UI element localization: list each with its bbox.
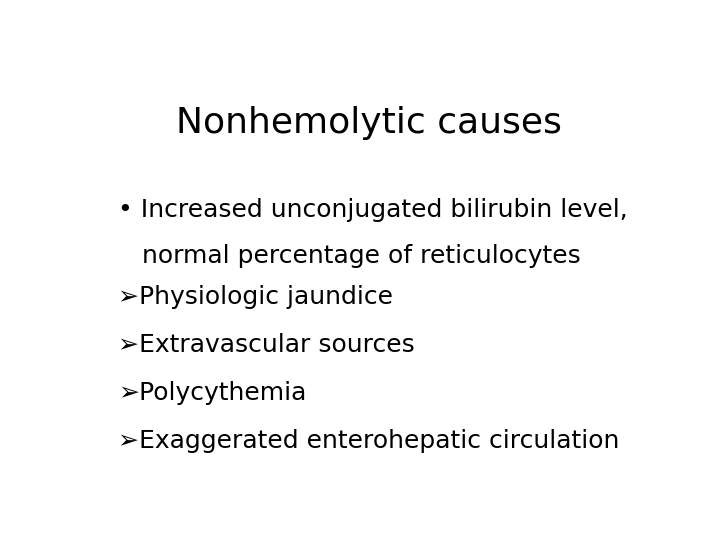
Text: Nonhemolytic causes: Nonhemolytic causes: [176, 106, 562, 140]
Text: ➢Physiologic jaundice: ➢Physiologic jaundice: [118, 285, 393, 309]
Text: ➢Extravascular sources: ➢Extravascular sources: [118, 333, 415, 357]
Text: • Increased unconjugated bilirubin level,: • Increased unconjugated bilirubin level…: [118, 198, 628, 222]
Text: normal percentage of reticulocytes: normal percentage of reticulocytes: [118, 244, 580, 268]
Text: ➢Polycythemia: ➢Polycythemia: [118, 381, 306, 405]
Text: ➢Exaggerated enterohepatic circulation: ➢Exaggerated enterohepatic circulation: [118, 429, 619, 453]
